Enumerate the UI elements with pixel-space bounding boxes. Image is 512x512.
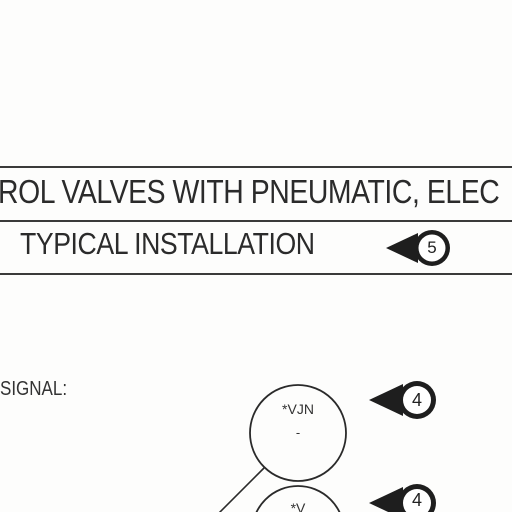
instrument-2-tag: *V	[290, 500, 306, 512]
instrument-1-ref-number: 4	[411, 390, 422, 410]
instrument-2-ref-number: 4	[411, 490, 422, 510]
subtitle-bottom-rule	[0, 273, 512, 275]
title-text: ROL VALVES WITH PNEUMATIC, ELEC	[0, 173, 500, 210]
signal-label: SIGNAL:	[0, 378, 68, 400]
subtitle-ref-number: 5	[427, 238, 437, 257]
instrument-1-mark: -	[295, 425, 301, 440]
title-divider-rule	[0, 220, 512, 222]
signal-line	[218, 467, 265, 512]
instrument-1-tag: *VJN	[282, 401, 314, 417]
subtitle-text: TYPICAL INSTALLATION	[20, 226, 315, 261]
title-top-rule	[0, 166, 512, 168]
